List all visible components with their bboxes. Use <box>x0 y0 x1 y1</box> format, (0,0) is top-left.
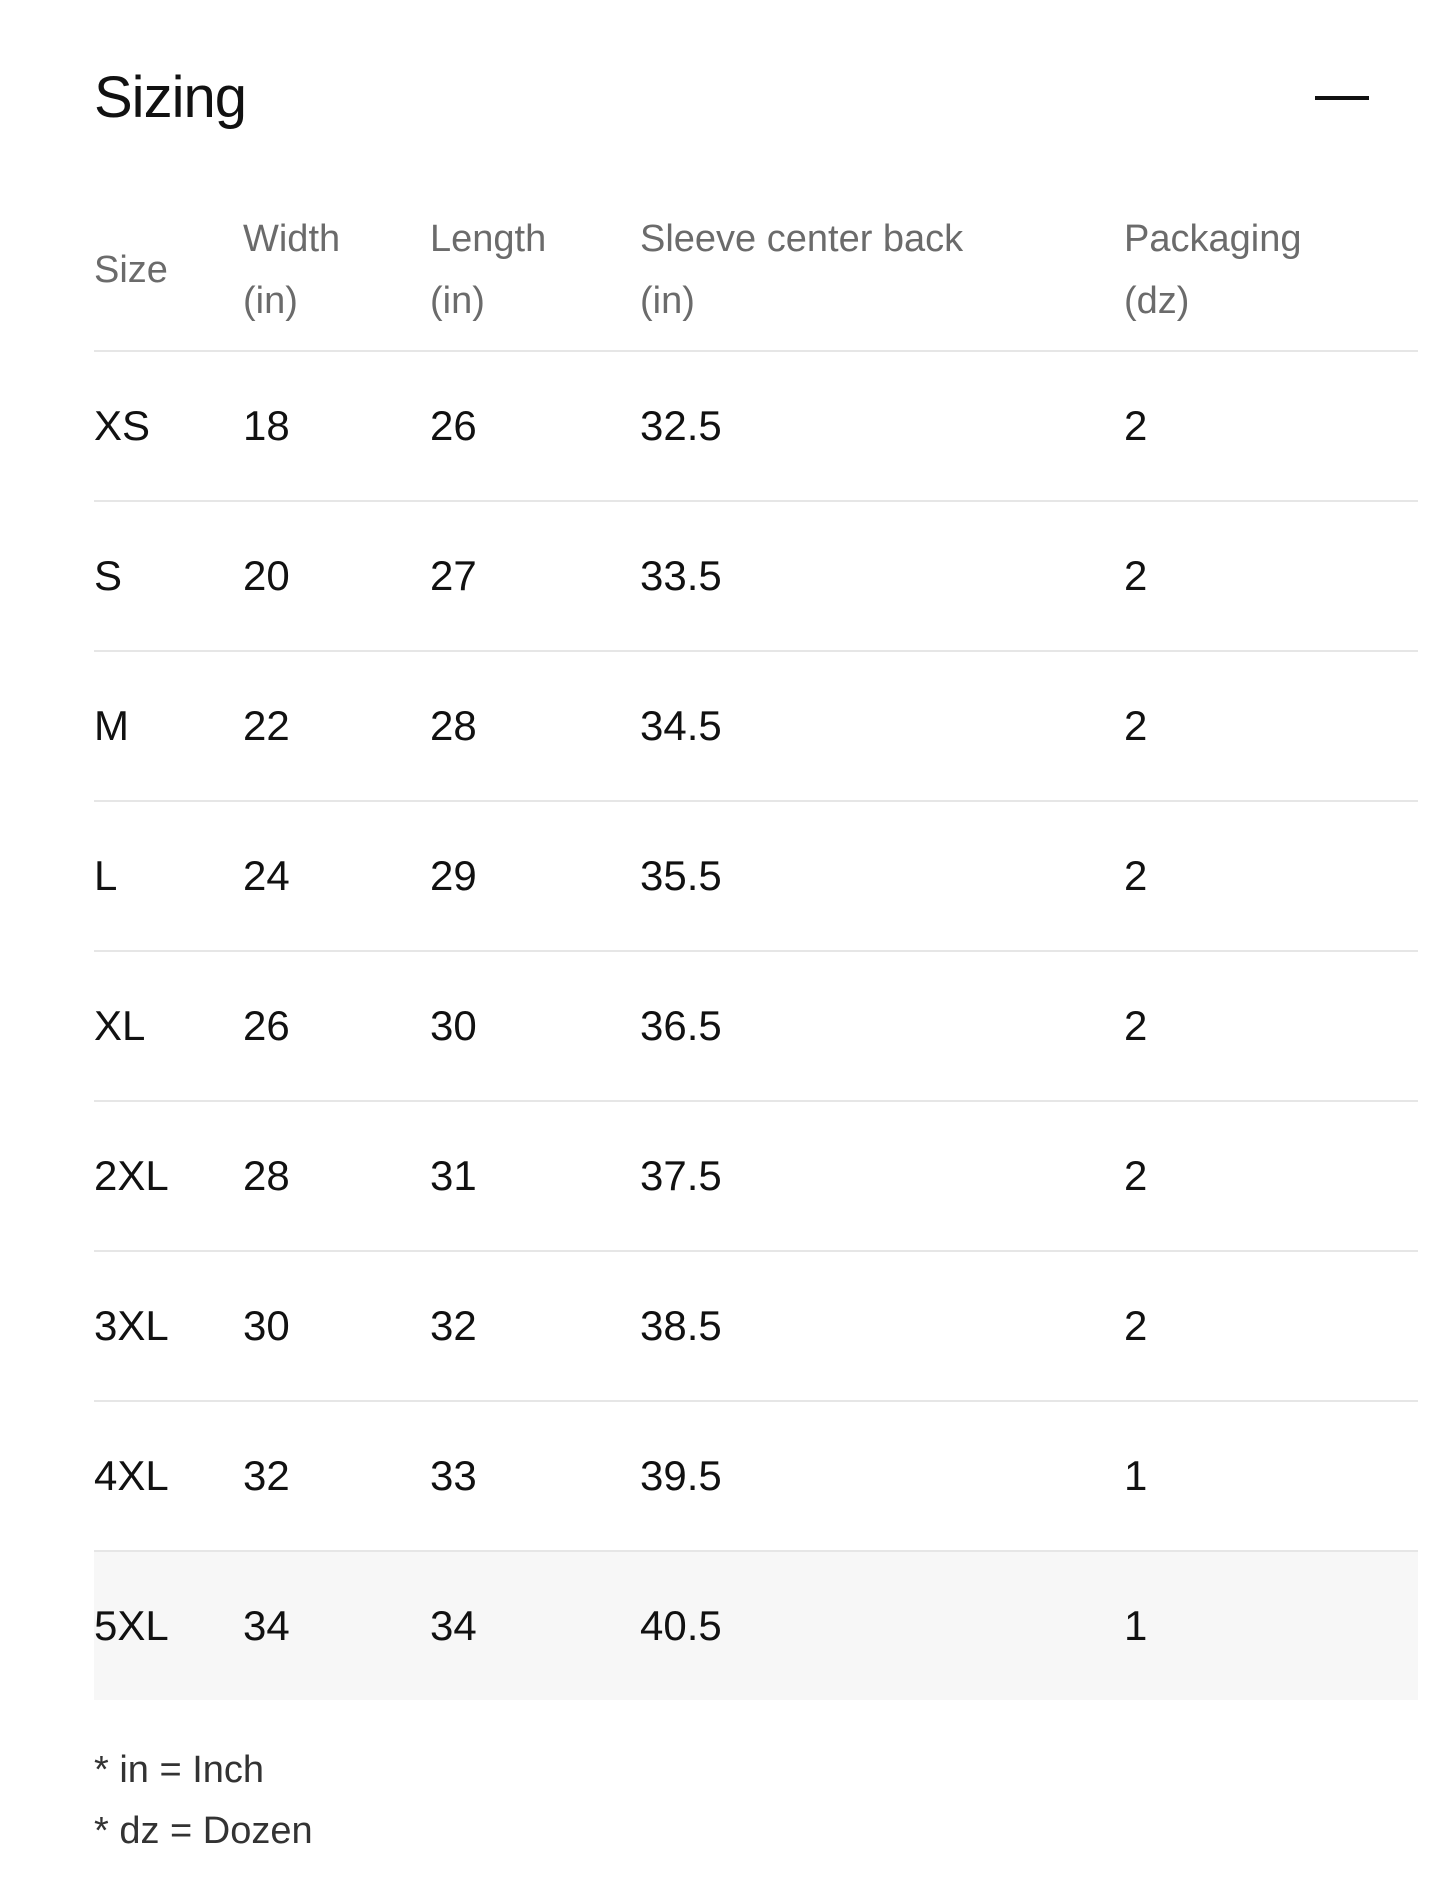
table-row: L 24 29 35.5 2 <box>94 801 1418 952</box>
cell-width: 34 <box>243 1551 430 1700</box>
cell-size: XS <box>94 351 243 502</box>
table-row: 3XL 30 32 38.5 2 <box>94 1251 1418 1402</box>
header-width: Width (in) <box>243 190 430 352</box>
cell-length: 32 <box>430 1251 640 1402</box>
cell-packaging: 1 <box>1124 1401 1418 1552</box>
table-header-row: Size Width (in) Length (in) Sleeve center … <box>94 190 1418 352</box>
cell-packaging: 2 <box>1124 501 1418 652</box>
section-title: Sizing <box>94 65 247 130</box>
table-row: S 20 27 33.5 2 <box>94 501 1418 652</box>
table-row: M 22 28 34.5 2 <box>94 651 1418 802</box>
cell-length: 34 <box>430 1551 640 1700</box>
cell-length: 30 <box>430 951 640 1102</box>
cell-sleeve: 39.5 <box>640 1401 1124 1552</box>
cell-sleeve: 34.5 <box>640 651 1124 802</box>
cell-packaging: 2 <box>1124 651 1418 802</box>
footnote-dozen: * dz = Dozen <box>94 1810 313 1852</box>
table-row: 2XL 28 31 37.5 2 <box>94 1101 1418 1252</box>
footnote-inch: * in = Inch <box>94 1749 265 1791</box>
cell-packaging: 2 <box>1124 1251 1418 1402</box>
header-sleeve: Sleeve center back (in) <box>640 190 1124 352</box>
table-row: 4XL 32 33 39.5 1 <box>94 1401 1418 1552</box>
header-length: Length (in) <box>430 190 640 352</box>
cell-sleeve: 40.5 <box>640 1551 1124 1700</box>
cell-width: 26 <box>243 951 430 1102</box>
header-packaging: Packaging (dz) <box>1124 190 1418 352</box>
cell-width: 20 <box>243 501 430 652</box>
cell-sleeve: 37.5 <box>640 1101 1124 1252</box>
cell-length: 26 <box>430 351 640 502</box>
cell-width: 30 <box>243 1251 430 1402</box>
sizing-table: Size Width (in) Length (in) Sleeve center … <box>94 190 1418 1700</box>
cell-size: 2XL <box>94 1101 243 1252</box>
cell-size: M <box>94 651 243 802</box>
cell-width: 24 <box>243 801 430 952</box>
cell-width: 22 <box>243 651 430 802</box>
table-row: XS 18 26 32.5 2 <box>94 351 1418 502</box>
cell-length: 27 <box>430 501 640 652</box>
header-size: Size <box>94 190 243 352</box>
cell-packaging: 2 <box>1124 1101 1418 1252</box>
cell-sleeve: 38.5 <box>640 1251 1124 1402</box>
cell-packaging: 2 <box>1124 801 1418 952</box>
cell-length: 28 <box>430 651 640 802</box>
cell-size: 3XL <box>94 1251 243 1402</box>
cell-size: 5XL <box>94 1551 243 1700</box>
cell-length: 31 <box>430 1101 640 1252</box>
cell-sleeve: 33.5 <box>640 501 1124 652</box>
cell-width: 28 <box>243 1101 430 1252</box>
cell-size: L <box>94 801 243 952</box>
cell-length: 29 <box>430 801 640 952</box>
cell-width: 32 <box>243 1401 430 1552</box>
cell-packaging: 2 <box>1124 351 1418 502</box>
cell-sleeve: 36.5 <box>640 951 1124 1102</box>
minus-icon <box>1315 96 1369 100</box>
cell-size: XL <box>94 951 243 1102</box>
table-row: XL 26 30 36.5 2 <box>94 951 1418 1102</box>
cell-size: 4XL <box>94 1401 243 1552</box>
cell-packaging: 1 <box>1124 1551 1418 1700</box>
cell-sleeve: 35.5 <box>640 801 1124 952</box>
cell-packaging: 2 <box>1124 951 1418 1102</box>
table-row: 5XL 34 34 40.5 1 <box>94 1551 1418 1700</box>
cell-sleeve: 32.5 <box>640 351 1124 502</box>
cell-size: S <box>94 501 243 652</box>
footnotes: * in = Inch * dz = Dozen <box>94 1740 313 1862</box>
cell-width: 18 <box>243 351 430 502</box>
cell-length: 33 <box>430 1401 640 1552</box>
collapse-button[interactable] <box>1315 80 1371 116</box>
